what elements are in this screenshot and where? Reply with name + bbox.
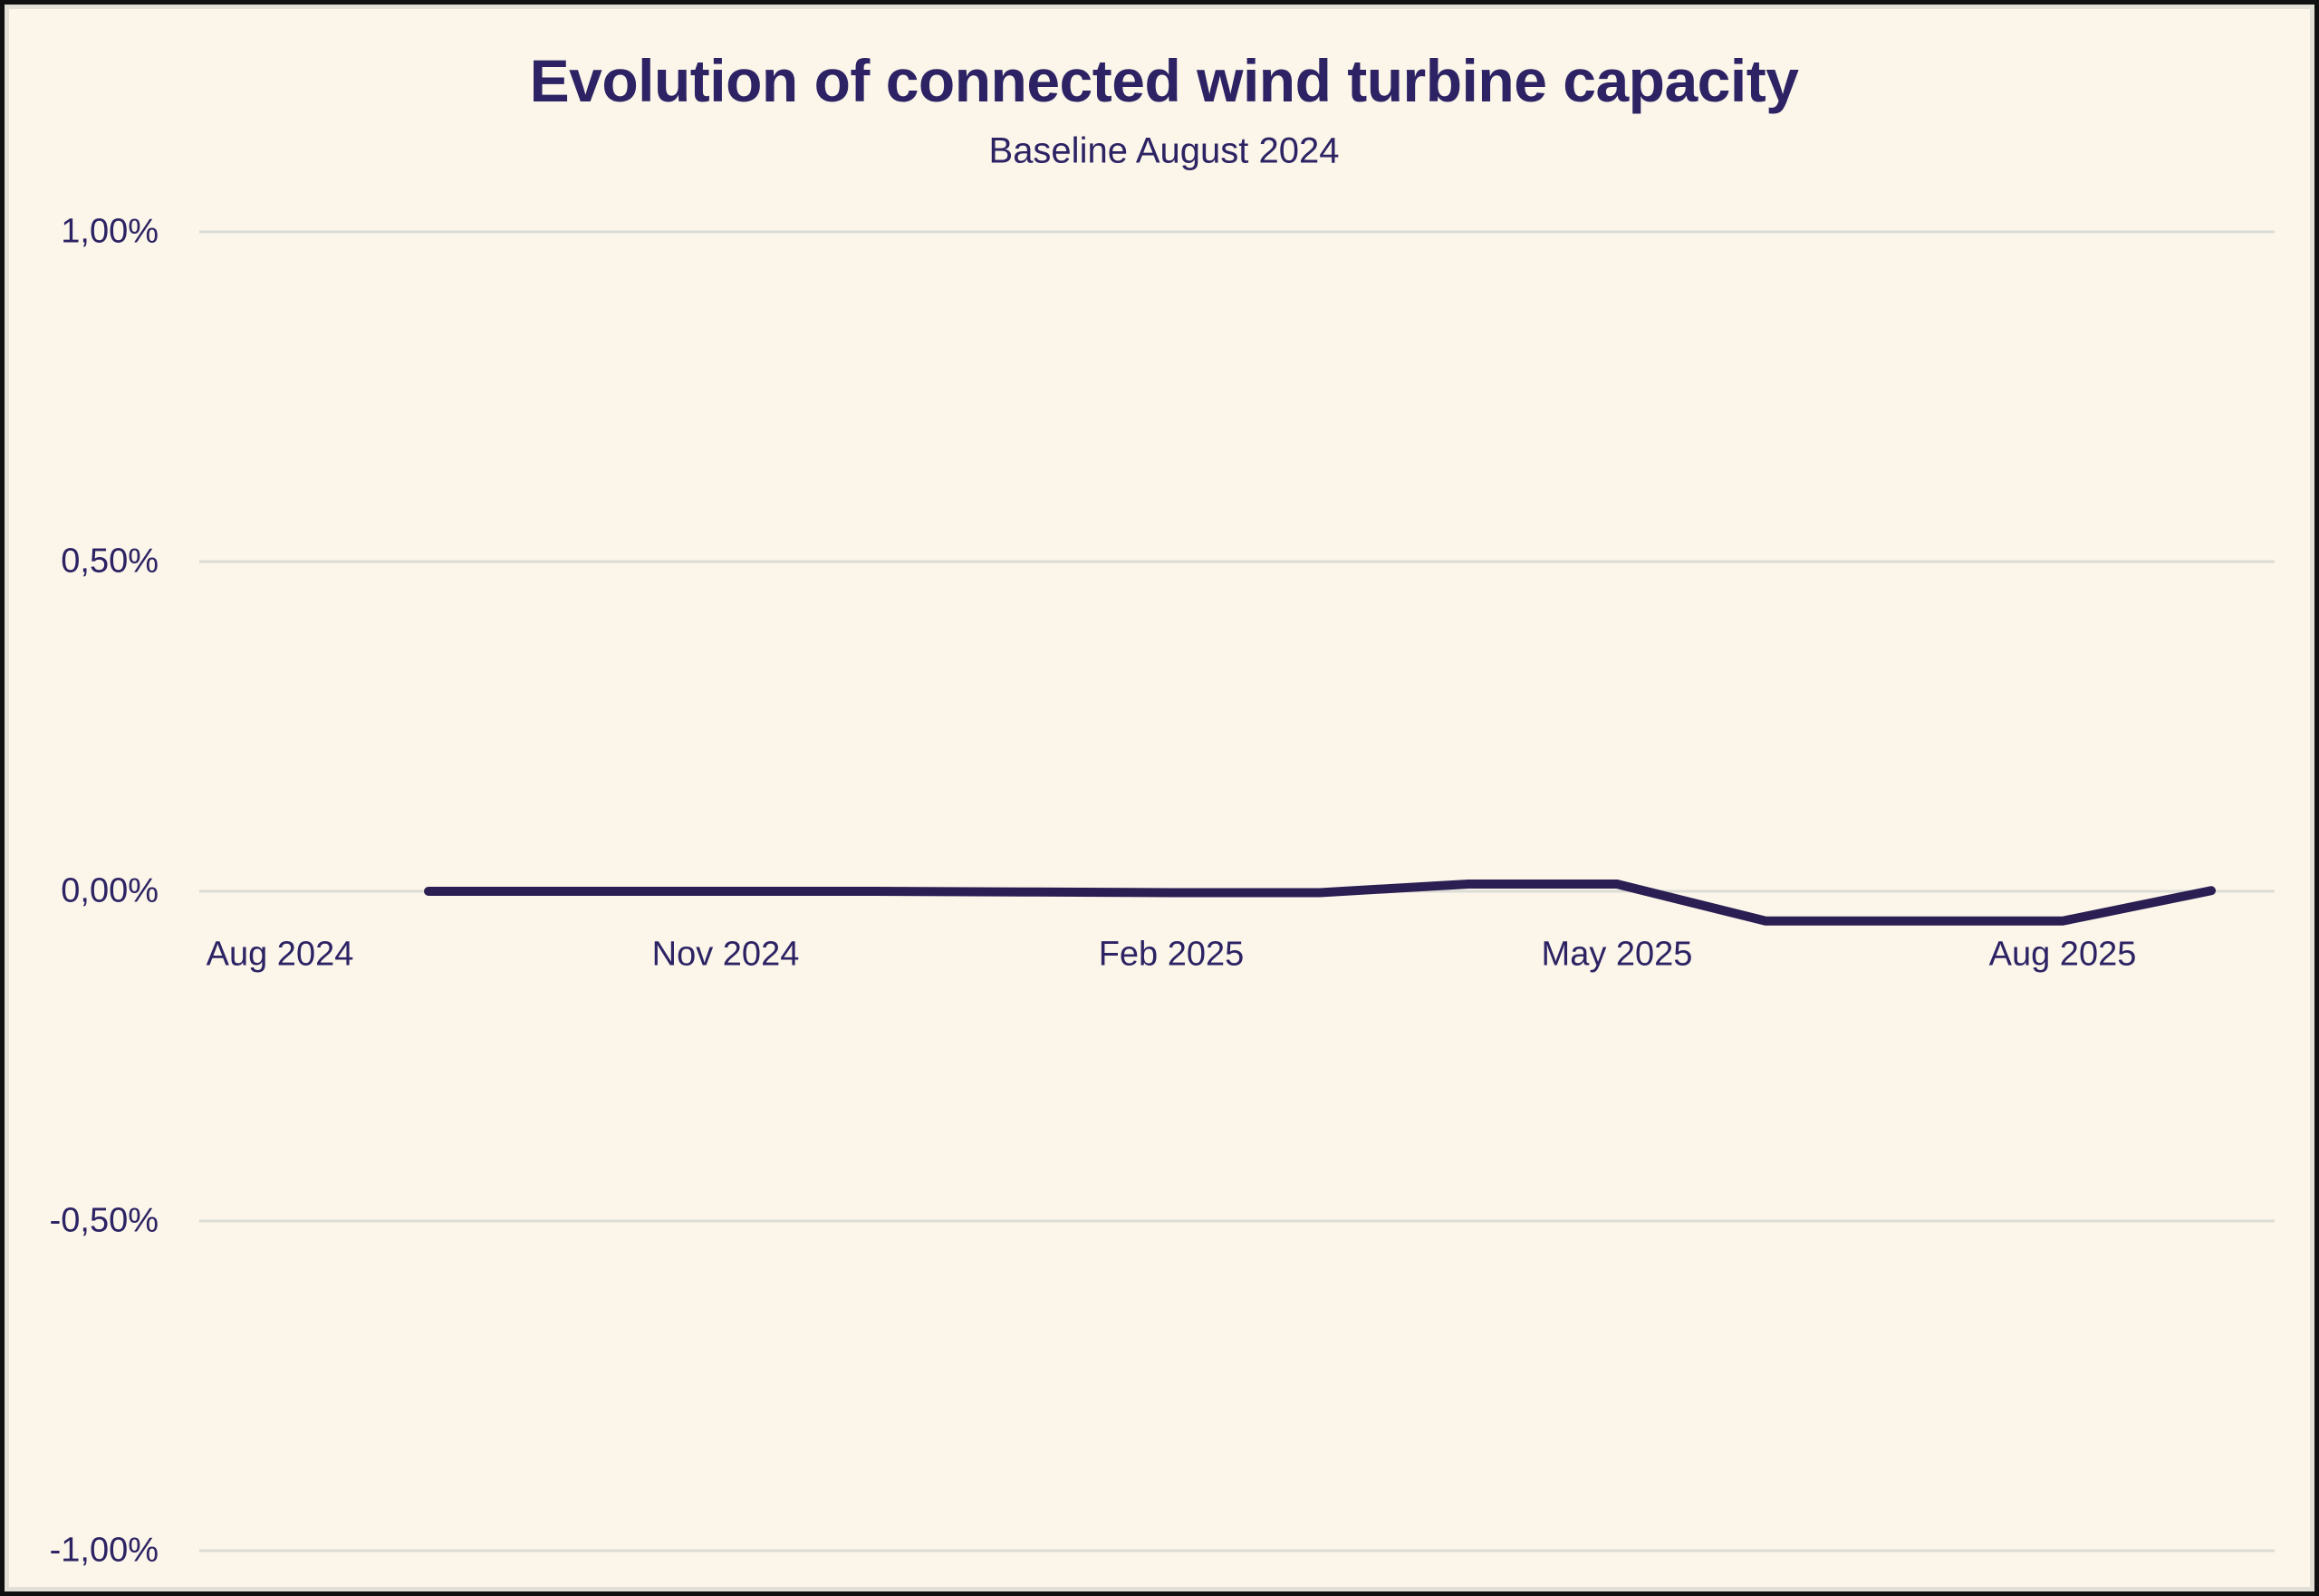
y-axis-label: 0,50% — [61, 542, 159, 581]
x-axis-label: Aug 2025 — [1988, 935, 2137, 974]
capacity-line — [424, 879, 2216, 926]
x-axis-label: May 2025 — [1541, 935, 1693, 974]
chart-title: Evolution of connected wind turbine capa… — [529, 47, 1799, 114]
x-axis-label: Aug 2024 — [206, 935, 354, 974]
y-axis-label: 0,00% — [61, 871, 159, 910]
y-axis-label: -0,50% — [49, 1201, 159, 1240]
plot-area — [199, 230, 2275, 1553]
x-axis-label: Nov 2024 — [651, 935, 800, 974]
y-axis-label: -1,00% — [49, 1531, 159, 1570]
x-axis-label: Feb 2025 — [1098, 935, 1245, 974]
chart-subtitle: Baseline August 2024 — [988, 130, 1340, 171]
y-axis-label: 1,00% — [61, 212, 159, 251]
